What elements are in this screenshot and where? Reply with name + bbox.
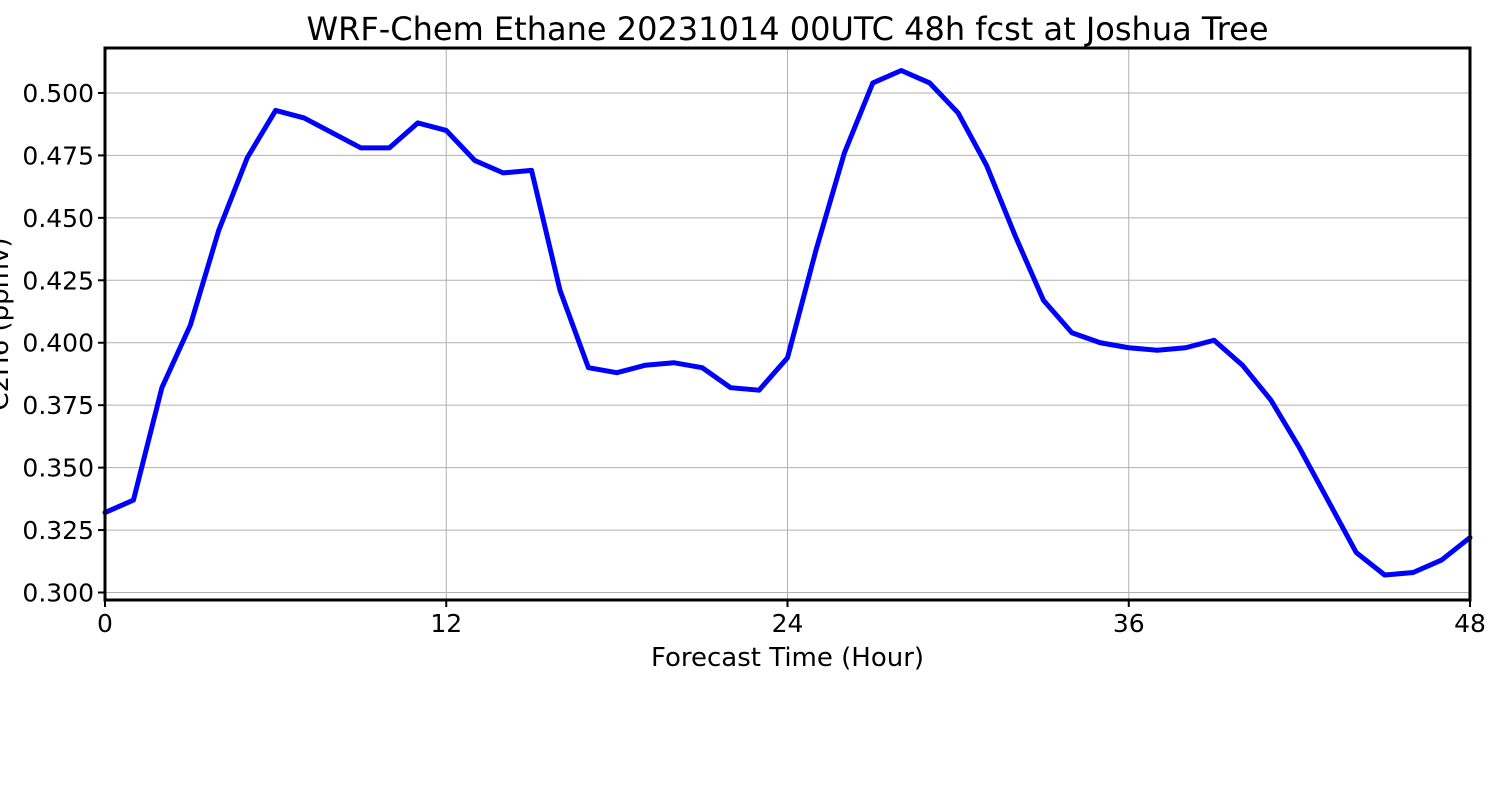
x-tick-label: 12	[430, 609, 462, 638]
x-tick-label: 0	[97, 609, 113, 638]
y-tick-label: 0.425	[22, 266, 94, 295]
y-tick-label: 0.450	[22, 204, 94, 233]
x-tick-label: 36	[1113, 609, 1145, 638]
y-tick-label: 0.375	[22, 391, 94, 420]
axis-ticks: 0 12 24 36 48 0.300 0.325 0.350 0.375 0.400 0.425 0…	[22, 79, 1485, 638]
y-axis-label: C2H6 (ppmv)	[0, 237, 15, 410]
y-tick-label: 0.400	[22, 329, 94, 358]
y-tick-label: 0.350	[22, 454, 94, 483]
x-axis-label: Forecast Time (Hour)	[651, 643, 924, 673]
y-tick-label: 0.325	[22, 516, 94, 545]
x-tick-label: 24	[772, 609, 804, 638]
y-tick-label: 0.500	[22, 79, 94, 108]
series-line	[102, 67, 1473, 578]
grid-lines	[104, 48, 1471, 600]
y-tick-label: 0.300	[22, 579, 94, 608]
chart-title: WRF-Chem Ethane 20231014 00UTC 48h fcst …	[306, 10, 1268, 48]
x-tick-label: 48	[1454, 609, 1486, 638]
y-tick-label: 0.475	[22, 141, 94, 170]
